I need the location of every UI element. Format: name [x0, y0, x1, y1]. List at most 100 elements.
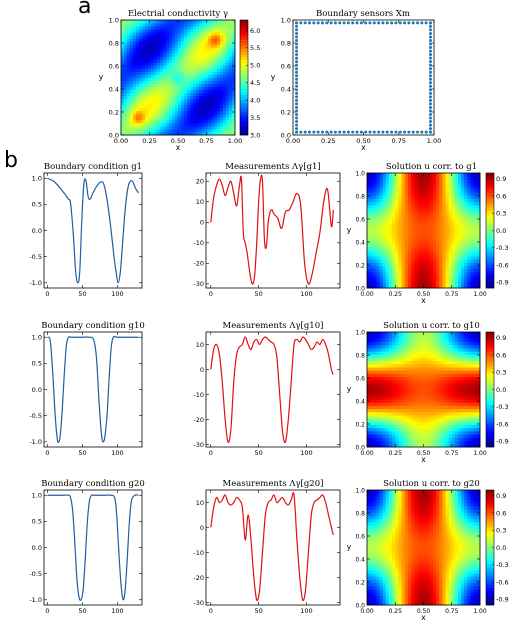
conductivity-cell	[145, 44, 149, 48]
sol_g1-cell	[423, 179, 428, 183]
sol_g10-cell	[451, 338, 456, 342]
sol_g10-cell	[436, 440, 440, 445]
conductivity-cell	[220, 122, 224, 127]
sol_g20-cell	[370, 525, 374, 529]
conductivity-cell	[187, 59, 191, 63]
conductivity-cell	[178, 53, 182, 57]
sol_g1-cell	[379, 182, 384, 187]
sol_g1-cell	[414, 224, 418, 228]
sol_g1-cell	[410, 236, 415, 241]
conductivity-cell	[190, 89, 194, 94]
conductivity-cell	[160, 68, 164, 72]
conductivity-colorbar-cell	[240, 20, 248, 24]
sol_g10-cell	[385, 338, 390, 342]
conductivity-colorbar-cell	[240, 22, 248, 27]
sensor-point	[303, 21, 307, 25]
sol_g10-cell	[432, 421, 437, 426]
sol_g10-cell	[432, 437, 437, 442]
sol_g10-cell	[461, 408, 465, 413]
sol_g10-cell	[376, 415, 380, 419]
sol_g10-cell	[451, 347, 456, 352]
sol_g20-cell	[385, 595, 390, 600]
conductivity-cell	[217, 50, 221, 54]
sensor-point	[428, 56, 432, 60]
sol_g10-cell	[467, 395, 471, 400]
conductivity-cell	[181, 83, 185, 87]
sol_g10-cell	[445, 415, 450, 419]
conductivity-cell	[121, 119, 125, 124]
sol_g10-cell	[404, 402, 409, 406]
sol_g20-cell	[379, 573, 384, 577]
sol_g1-cell	[451, 179, 456, 183]
sol_g1-cell	[451, 182, 456, 187]
sol_g20-cell	[367, 592, 371, 596]
sensor-point	[428, 102, 432, 106]
sol_g1-cell	[376, 249, 380, 254]
conductivity-cell	[202, 83, 206, 87]
sol_g1-cell	[464, 230, 468, 235]
sol_g10-cell	[461, 367, 465, 371]
conductivity-cell	[148, 125, 152, 130]
conductivity-cell	[166, 101, 170, 106]
sol_g1-cell	[410, 188, 415, 193]
sol_g20-cell	[376, 579, 380, 584]
sol_g1-cell	[454, 230, 459, 235]
sol_g10-cell	[445, 379, 450, 384]
conductivity-cell	[136, 77, 140, 81]
sol_g1-cell	[395, 227, 399, 231]
sensor-point	[428, 81, 432, 85]
sol_g10-cell	[461, 363, 465, 368]
sol_g10-cell	[388, 421, 393, 426]
meas_g10-frame	[205, 331, 341, 448]
sol_g1-cell	[379, 214, 384, 219]
sol_g20-cell	[382, 512, 387, 516]
sol_g20-cell	[385, 566, 390, 571]
sol_g10-cell	[454, 370, 459, 374]
sol_g10-cell	[395, 379, 399, 384]
conductivity-cell	[148, 32, 152, 36]
sol_g1-cell	[398, 236, 402, 241]
conductivity-cell	[211, 35, 215, 39]
sol_g1-cell	[420, 275, 424, 279]
conductivity-cell	[220, 20, 224, 24]
sol_g1-cell	[451, 198, 456, 203]
conductivity-cell	[172, 98, 176, 103]
sol_g10-cell	[385, 389, 390, 394]
conductivity-cell	[142, 125, 146, 130]
sol_g1-cell	[398, 278, 402, 283]
conductivity-colorbar-label: 4.0	[250, 96, 260, 104]
conductivity-cell	[196, 131, 200, 136]
sol_g1-cell	[442, 220, 446, 225]
sol_g10-cell	[476, 363, 481, 368]
conductivity-cell	[169, 107, 173, 112]
sol_g10-cell	[451, 367, 456, 371]
sol_g1-cell	[473, 195, 478, 199]
sol_g10-cell	[429, 367, 434, 371]
conductivity-cell	[172, 101, 176, 106]
sol_g1-cell	[442, 259, 446, 263]
conductivity-cell	[142, 47, 146, 51]
sensor-point	[295, 84, 299, 88]
sol_g1-cell	[420, 173, 424, 177]
conductivity-cell	[187, 116, 191, 121]
sensor-point	[428, 60, 432, 64]
sol_g1-cell	[454, 211, 459, 215]
sensor-point	[428, 67, 432, 71]
sol_g10-cell	[451, 434, 456, 438]
sol_g1-colorbar-cell	[486, 262, 494, 266]
conductivity-cell	[124, 113, 128, 118]
sol_g10-cell	[442, 427, 446, 432]
conductivity-cell	[172, 80, 176, 84]
conductivity-cell	[226, 23, 230, 27]
sol_g1-cell	[367, 227, 371, 231]
sensor-point	[390, 130, 394, 134]
sol_g10-cell	[448, 379, 453, 384]
conductivity-cell	[166, 80, 170, 84]
sol_g10-cell	[439, 418, 443, 422]
sol_g1-cell	[439, 240, 443, 244]
sol_g10-cell	[370, 332, 374, 336]
sol_g1-cell	[439, 179, 443, 183]
sensor-point	[338, 21, 342, 25]
conductivity-colorbar-cell	[240, 31, 248, 35]
sol_g10-cell	[404, 415, 409, 419]
